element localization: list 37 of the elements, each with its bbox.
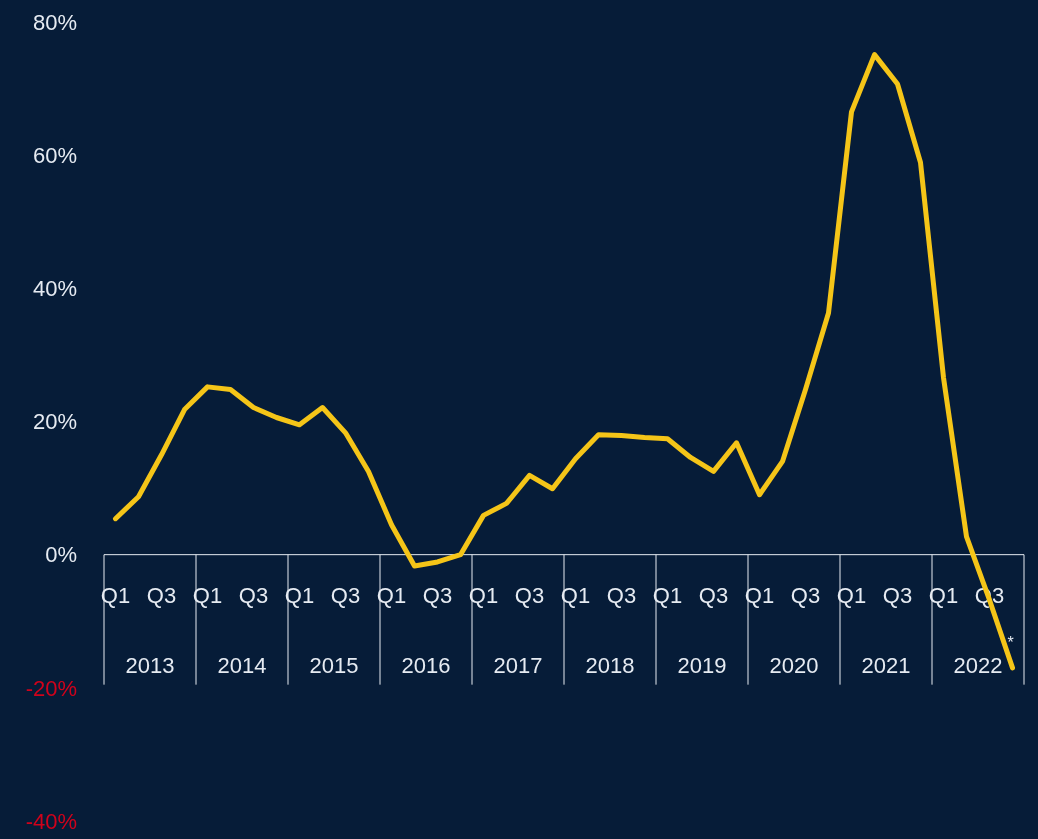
x-tick-label: Q1 <box>836 582 867 608</box>
annotation: 2016 <box>401 652 451 678</box>
x-tick-label: Q3 <box>882 582 913 608</box>
annotation: 2022 <box>953 652 1003 678</box>
x-tick-label: Q3 <box>422 582 453 608</box>
x-tick-label: Q1 <box>284 582 315 608</box>
x-tick-label: Q1 <box>468 582 499 608</box>
x-tick-label: Q1 <box>100 582 131 608</box>
x-tick-label: Q3 <box>146 582 177 608</box>
annotation: 2021 <box>861 652 911 678</box>
annotation: 2015 <box>309 652 359 678</box>
annotation: 2014 <box>217 652 267 678</box>
y-tick-label: 80% <box>32 9 77 35</box>
annotation: * <box>1007 633 1014 651</box>
y-tick-label: -40% <box>25 808 77 834</box>
x-tick-label: Q1 <box>928 582 959 608</box>
y-tick-label: 40% <box>32 276 77 302</box>
x-tick-label: Q3 <box>330 582 361 608</box>
x-tick-label: Q1 <box>192 582 223 608</box>
y-tick-label: 0% <box>45 542 77 568</box>
y-tick-label: 60% <box>32 142 77 168</box>
annotation: 2013 <box>125 652 175 678</box>
y-tick-label: 20% <box>32 409 77 435</box>
x-tick-label: Q3 <box>790 582 821 608</box>
x-tick-label: Q3 <box>238 582 269 608</box>
x-tick-label: Q1 <box>744 582 775 608</box>
annotation: 2020 <box>769 652 819 678</box>
x-tick-label: Q3 <box>514 582 545 608</box>
x-tick-label: Q3 <box>698 582 729 608</box>
y-tick-label: -20% <box>25 675 77 701</box>
x-tick-label: Q1 <box>560 582 591 608</box>
annotation: 2017 <box>493 652 543 678</box>
x-tick-label: Q3 <box>606 582 637 608</box>
x-tick-label: Q1 <box>652 582 683 608</box>
annotation: 2018 <box>585 652 635 678</box>
annotation: 2019 <box>677 652 727 678</box>
x-tick-label: Q1 <box>376 582 407 608</box>
